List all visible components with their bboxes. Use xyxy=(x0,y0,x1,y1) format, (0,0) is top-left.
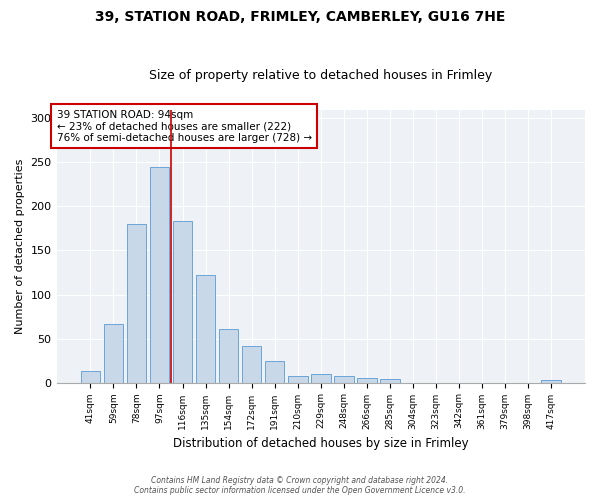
Bar xyxy=(127,224,146,382)
Bar xyxy=(196,275,215,382)
Y-axis label: Number of detached properties: Number of detached properties xyxy=(15,158,25,334)
Bar xyxy=(380,379,400,382)
Bar xyxy=(334,376,353,382)
Bar xyxy=(357,378,377,382)
Bar xyxy=(219,329,238,382)
X-axis label: Distribution of detached houses by size in Frimley: Distribution of detached houses by size … xyxy=(173,437,469,450)
Title: Size of property relative to detached houses in Frimley: Size of property relative to detached ho… xyxy=(149,69,493,82)
Bar xyxy=(311,374,331,382)
Bar xyxy=(104,324,123,382)
Text: 39 STATION ROAD: 94sqm
← 23% of detached houses are smaller (222)
76% of semi-de: 39 STATION ROAD: 94sqm ← 23% of detached… xyxy=(56,110,311,143)
Text: Contains HM Land Registry data © Crown copyright and database right 2024.
Contai: Contains HM Land Registry data © Crown c… xyxy=(134,476,466,495)
Bar xyxy=(80,371,100,382)
Bar xyxy=(242,346,262,382)
Bar xyxy=(288,376,308,382)
Bar xyxy=(173,222,193,382)
Bar xyxy=(541,380,561,382)
Bar xyxy=(265,360,284,382)
Bar xyxy=(149,167,169,382)
Text: 39, STATION ROAD, FRIMLEY, CAMBERLEY, GU16 7HE: 39, STATION ROAD, FRIMLEY, CAMBERLEY, GU… xyxy=(95,10,505,24)
